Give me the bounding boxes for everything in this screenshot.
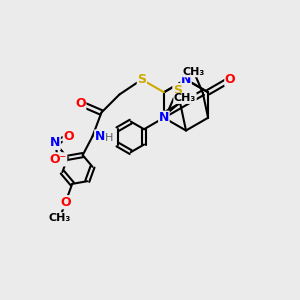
Text: CH₃: CH₃	[49, 213, 71, 223]
Text: O: O	[75, 97, 86, 110]
Text: N: N	[159, 111, 169, 124]
Text: N: N	[50, 136, 60, 149]
Text: O: O	[225, 73, 236, 86]
Text: O: O	[60, 196, 71, 209]
Text: O⁻: O⁻	[50, 153, 67, 166]
Text: N: N	[181, 73, 191, 86]
Text: H: H	[105, 133, 113, 143]
Text: O: O	[63, 130, 74, 143]
Text: CH₃: CH₃	[183, 67, 205, 77]
Text: N: N	[95, 130, 105, 143]
Text: S: S	[173, 84, 182, 97]
Text: S: S	[137, 73, 146, 86]
Text: CH₃: CH₃	[174, 93, 196, 103]
